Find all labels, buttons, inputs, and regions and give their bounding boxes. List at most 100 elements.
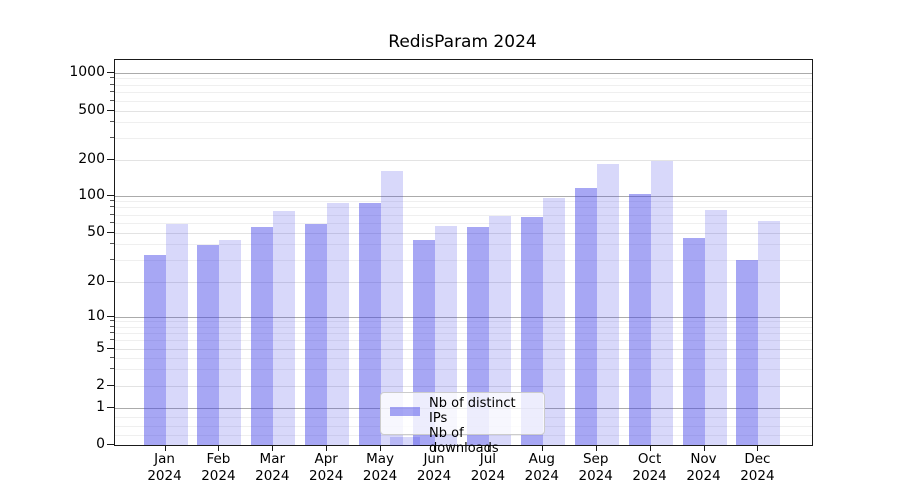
x-tick-mark bbox=[541, 445, 543, 451]
gridline-minor bbox=[115, 369, 812, 370]
gridline-minor bbox=[115, 260, 812, 261]
bar-distinct-ips bbox=[305, 224, 328, 445]
x-tick-label: Nov 2024 bbox=[686, 451, 721, 484]
bar-downloads bbox=[165, 224, 188, 445]
y-tick-label: 2 bbox=[96, 377, 105, 393]
bar-distinct-ips bbox=[520, 216, 543, 445]
y-minor-tick-mark bbox=[110, 332, 114, 333]
gridline bbox=[115, 349, 812, 350]
gridline-minor bbox=[115, 358, 812, 359]
bar-distinct-ips bbox=[359, 203, 382, 445]
x-tick-mark bbox=[164, 445, 166, 451]
gridline-minor bbox=[115, 85, 812, 86]
x-tick-label: Jan 2024 bbox=[147, 451, 182, 484]
legend-label-downloads: Nb of downloads bbox=[429, 426, 499, 456]
y-tick-mark bbox=[107, 315, 114, 317]
gridline-major bbox=[115, 73, 812, 74]
x-tick-mark bbox=[703, 445, 705, 451]
bar-downloads bbox=[273, 210, 296, 445]
y-tick-label: 10 bbox=[87, 308, 105, 324]
gridline-minor bbox=[115, 138, 812, 139]
y-tick-label: 20 bbox=[87, 273, 105, 289]
x-tick-label: Apr 2024 bbox=[309, 451, 344, 484]
gridline-minor bbox=[115, 101, 812, 102]
y-tick-mark bbox=[107, 158, 114, 160]
x-tick-mark bbox=[434, 445, 435, 451]
y-tick-mark bbox=[107, 280, 114, 282]
y-tick-label: 50 bbox=[87, 224, 105, 240]
gridline bbox=[115, 160, 812, 161]
y-minor-tick-mark bbox=[110, 206, 114, 208]
y-tick-mark bbox=[107, 347, 114, 349]
gridline-major bbox=[115, 317, 812, 318]
x-tick-mark bbox=[380, 445, 382, 451]
y-minor-tick-mark bbox=[110, 200, 114, 202]
x-tick-mark bbox=[218, 445, 220, 451]
gridline-minor bbox=[115, 244, 812, 245]
gridline bbox=[115, 386, 812, 387]
x-tick-label: Mar 2024 bbox=[255, 451, 290, 484]
bar-downloads bbox=[327, 203, 350, 445]
bar-downloads bbox=[435, 226, 457, 445]
x-tick-label: Sep 2024 bbox=[578, 451, 613, 484]
y-tick-label: 0 bbox=[96, 436, 105, 452]
y-tick-label: 500 bbox=[78, 102, 105, 118]
y-minor-tick-mark bbox=[110, 356, 114, 358]
legend-item-distinct-ips: Nb of distinct IPs bbox=[390, 396, 535, 426]
x-tick-label: Jul 2024 bbox=[470, 451, 506, 484]
x-tick-mark bbox=[326, 445, 328, 451]
y-minor-tick-mark bbox=[110, 339, 114, 341]
gridline bbox=[115, 282, 812, 283]
bar-downloads bbox=[596, 164, 619, 445]
chart-title: RedisParam 2024 bbox=[388, 32, 537, 52]
bar-distinct-ips bbox=[628, 194, 651, 445]
y-tick-label: 1 bbox=[96, 399, 105, 415]
bar-downloads bbox=[381, 170, 404, 445]
y-minor-tick-mark bbox=[110, 325, 114, 327]
x-tick-label: Oct 2024 bbox=[632, 451, 667, 484]
x-tick-label: Dec 2024 bbox=[740, 451, 775, 484]
y-tick-mark bbox=[107, 443, 114, 445]
gridline-minor bbox=[115, 215, 812, 216]
bar-distinct-ips bbox=[143, 255, 166, 445]
gridline-minor bbox=[115, 327, 812, 328]
gridline-minor bbox=[115, 122, 812, 123]
x-tick-label: Feb 2024 bbox=[201, 451, 236, 484]
x-tick-label: May 2024 bbox=[362, 451, 398, 484]
y-minor-tick-mark bbox=[110, 243, 114, 245]
y-tick-label: 1000 bbox=[69, 64, 105, 80]
bar-distinct-ips bbox=[574, 188, 597, 445]
x-tick-mark bbox=[595, 445, 597, 451]
y-tick-mark bbox=[107, 71, 114, 73]
gridline-minor bbox=[115, 92, 812, 93]
y-tick-mark bbox=[107, 194, 114, 196]
x-tick-label: Aug 2024 bbox=[524, 451, 559, 484]
bar-distinct-ips bbox=[466, 227, 489, 445]
gridline-minor bbox=[115, 207, 812, 208]
gridline bbox=[115, 233, 812, 234]
y-minor-tick-mark bbox=[110, 213, 114, 215]
y-tick-mark bbox=[107, 384, 114, 386]
gridline-minor bbox=[115, 340, 812, 341]
y-minor-tick-mark bbox=[110, 77, 114, 79]
y-minor-tick-mark bbox=[110, 99, 114, 101]
y-tick-label: 100 bbox=[78, 187, 105, 203]
bar-downloads bbox=[488, 215, 511, 445]
y-minor-tick-mark bbox=[110, 121, 114, 123]
plot-area bbox=[114, 59, 813, 446]
gridline-major bbox=[115, 196, 812, 197]
y-minor-tick-mark bbox=[110, 368, 114, 370]
bar-downloads bbox=[219, 239, 242, 445]
gridline-minor bbox=[115, 201, 812, 202]
bar-downloads bbox=[758, 220, 781, 445]
y-tick-mark bbox=[107, 231, 114, 233]
gridline-minor bbox=[115, 333, 812, 334]
x-tick-mark bbox=[487, 445, 489, 451]
gridline bbox=[115, 111, 812, 112]
y-tick-label: 5 bbox=[96, 340, 105, 356]
y-minor-tick-mark bbox=[110, 136, 114, 138]
gridline-minor bbox=[115, 321, 812, 322]
y-minor-tick-mark bbox=[110, 320, 114, 322]
y-minor-tick-mark bbox=[110, 91, 114, 93]
